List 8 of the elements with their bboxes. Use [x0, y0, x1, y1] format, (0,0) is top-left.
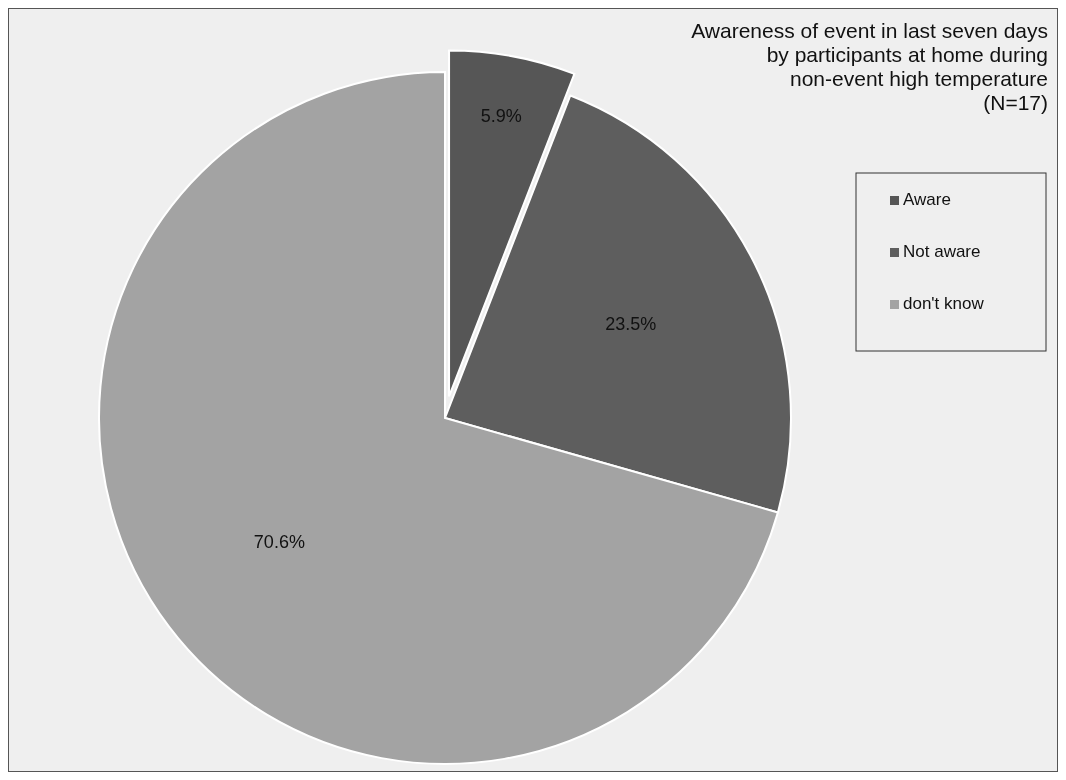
data-label: 70.6%	[253, 531, 305, 552]
legend-label: Aware	[903, 190, 951, 210]
chart-title: Awareness of event in last seven days by participants at home during non-event high temperature	[691, 19, 1048, 90]
legend-label: don't know	[903, 294, 985, 314]
data-label: 5.9%	[480, 106, 522, 127]
data-label: 23.5%	[605, 314, 657, 335]
text: (N=17)	[983, 91, 1048, 114]
legend-label: Not aware	[903, 242, 981, 262]
